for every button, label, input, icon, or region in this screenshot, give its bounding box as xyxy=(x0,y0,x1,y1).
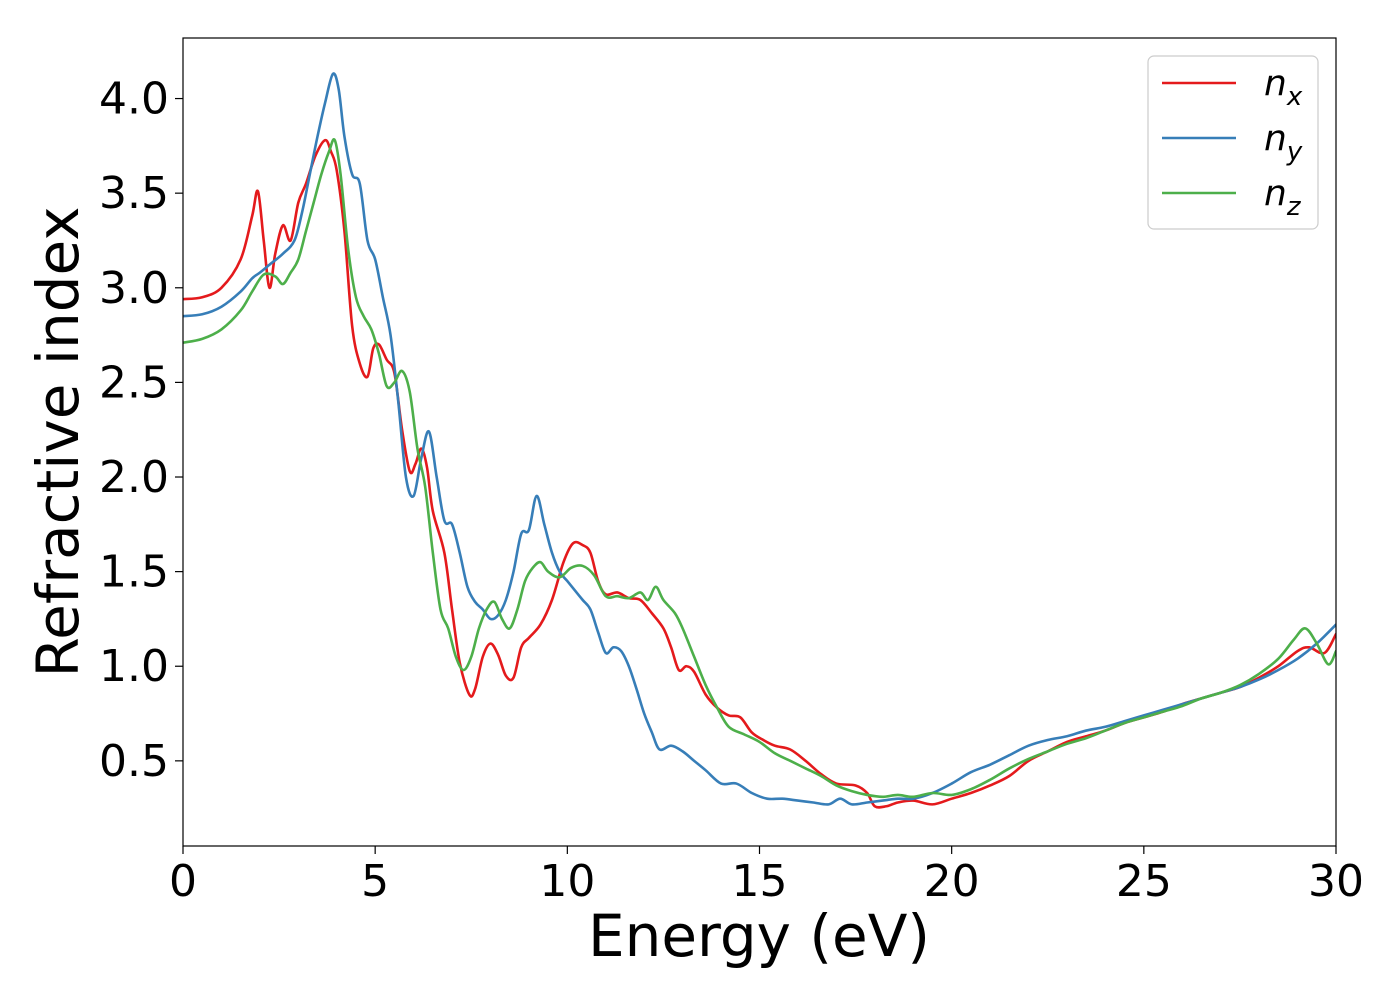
x-tick-label: 20 xyxy=(924,856,980,907)
series-group xyxy=(183,72,1336,809)
x-tick-label: 25 xyxy=(1116,856,1172,907)
plot-area xyxy=(182,37,1337,847)
y-tick-label: 1.5 xyxy=(99,547,169,598)
y-tick-label: 3.0 xyxy=(99,263,169,314)
legend-label-base: n xyxy=(1264,173,1287,214)
legend-label-ny: ny xyxy=(1264,118,1303,167)
y-tick-label: 0.5 xyxy=(99,736,169,787)
legend-box xyxy=(1147,55,1319,230)
series-line-ny xyxy=(183,72,1336,806)
series-line-nz xyxy=(183,138,1336,799)
y-axis: 0.5 1.0 1.5 2.0 2.5 3.0 3.5 4.0 xyxy=(99,74,183,787)
y-axis-label: Refractive index xyxy=(24,206,92,677)
x-tick-label: 10 xyxy=(539,856,595,907)
x-tick-label: 30 xyxy=(1308,856,1364,907)
x-tick-label: 0 xyxy=(169,856,197,907)
legend-label-base: n xyxy=(1264,118,1287,159)
x-tick-label: 15 xyxy=(732,856,788,907)
y-tick-label: 2.0 xyxy=(99,452,169,503)
legend-label-subscript: x xyxy=(1286,82,1303,112)
legend-label-base: n xyxy=(1264,63,1287,104)
x-axis-label: Energy (eV) xyxy=(588,902,930,970)
legend-label-subscript: z xyxy=(1286,192,1302,222)
legend-label-nx: nx xyxy=(1264,63,1303,112)
legend-label-subscript: y xyxy=(1286,137,1303,167)
y-tick-label: 4.0 xyxy=(99,74,169,125)
x-tick-label: 5 xyxy=(361,856,389,907)
y-tick-label: 2.5 xyxy=(99,357,169,408)
legend-label-nz: nz xyxy=(1264,173,1302,222)
x-axis: 0 5 10 15 20 25 30 xyxy=(169,846,1364,907)
y-tick-label: 1.0 xyxy=(99,641,169,692)
y-tick-label: 3.5 xyxy=(99,168,169,219)
